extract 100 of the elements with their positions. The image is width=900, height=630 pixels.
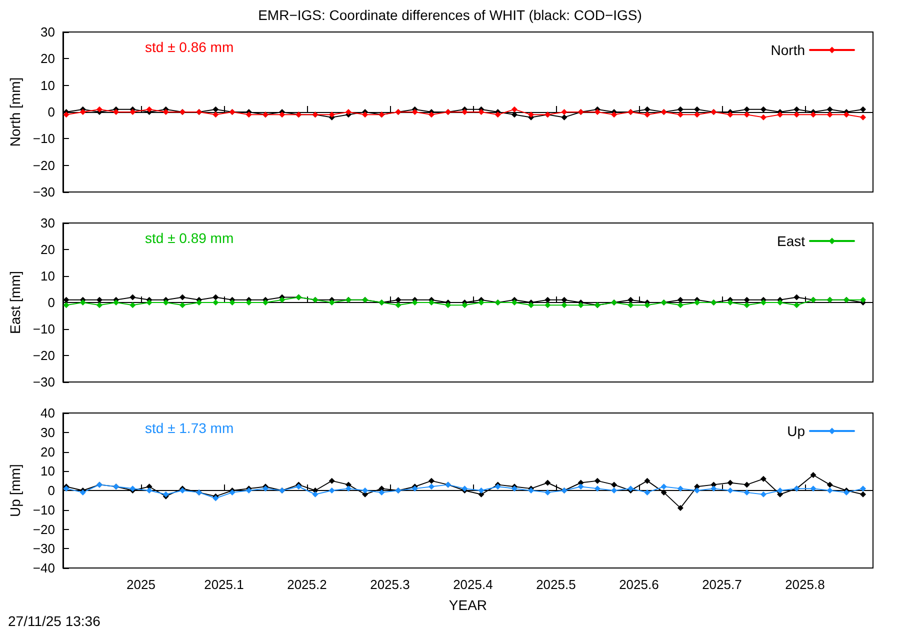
point [328,112,335,118]
point [428,484,434,490]
point [212,106,219,112]
point [794,294,800,300]
y-tick-label: 0 [48,104,55,120]
point [130,109,136,115]
point [412,109,418,115]
y-tick-label: 10 [40,268,55,284]
point [146,488,152,494]
point [826,488,833,494]
point [826,106,833,112]
y-tick-label: −20 [32,158,55,173]
chart-title: EMR−IGS: Coordinate differences of WHIT (black: COD−IGS) [258,7,642,23]
point [146,300,152,306]
point [860,296,866,303]
point [710,486,717,492]
point [826,112,833,118]
legend-label: Up [787,423,806,439]
x-tick-label: 2025.8 [785,577,825,592]
point [162,109,169,115]
point [760,300,766,306]
point [794,112,800,118]
y-tick-label: 0 [48,483,55,498]
point [511,106,518,112]
y-axis-title: Up [mm] [7,464,23,517]
point [162,300,169,306]
x-tick-label: 2025.1 [204,577,244,592]
point [677,486,684,492]
point [528,302,534,308]
point [561,114,568,120]
point [412,300,418,306]
y-tick-label: −10 [32,131,55,146]
point [345,486,352,492]
point [494,112,501,118]
x-tick-label: 2025.4 [453,577,493,592]
point [212,112,219,118]
point [179,302,186,308]
annotation: std ± 0.89 mm [145,230,234,246]
point [677,302,684,308]
point [478,109,484,115]
point [694,112,700,118]
legend-label: East [776,233,806,249]
x-tick-label: 2025 [126,577,156,592]
point [229,300,236,306]
y-tick-label: −40 [32,560,55,576]
y-tick-label: 30 [40,24,55,40]
point [561,109,568,115]
x-tick-label: 2025.7 [702,577,742,592]
point [694,488,700,494]
point [345,109,352,115]
point [561,302,568,308]
point [727,488,734,494]
point [744,302,750,308]
point [594,486,600,492]
point [611,112,618,118]
y-tick-label: −30 [32,374,55,390]
point [644,106,650,112]
point [328,478,335,484]
y-tick-label: 0 [48,295,55,310]
point [843,112,850,118]
point [644,302,650,308]
y-tick-label: 20 [40,444,55,460]
point [644,489,650,496]
point [860,491,866,498]
point [826,482,833,488]
y-tick-label: −20 [32,522,55,537]
point [727,300,734,306]
point [179,294,186,300]
y-tick-label: 30 [40,424,55,440]
y-axis-title: North [mm] [7,77,23,147]
point [212,300,219,306]
point [810,112,816,118]
point [428,478,434,484]
point [578,302,584,308]
point [760,106,766,112]
point [362,112,368,118]
point [810,486,816,492]
y-tick-label: −10 [32,502,55,518]
point [760,491,766,498]
point [660,484,667,490]
point [777,112,784,118]
y-tick-label: −10 [32,322,55,336]
point [544,480,551,486]
point [63,112,70,118]
point [644,112,650,118]
point [478,300,484,306]
point [777,300,784,306]
point [760,476,766,482]
point [860,106,866,112]
point [63,302,70,308]
point [744,112,750,118]
point [644,478,650,484]
y-tick-label: 20 [40,51,55,66]
point [246,300,252,306]
point [328,300,335,306]
point [113,300,120,306]
point [312,491,318,498]
y-tick-label: 20 [40,242,55,257]
point [80,109,86,115]
y-tick-label: 10 [40,464,55,479]
